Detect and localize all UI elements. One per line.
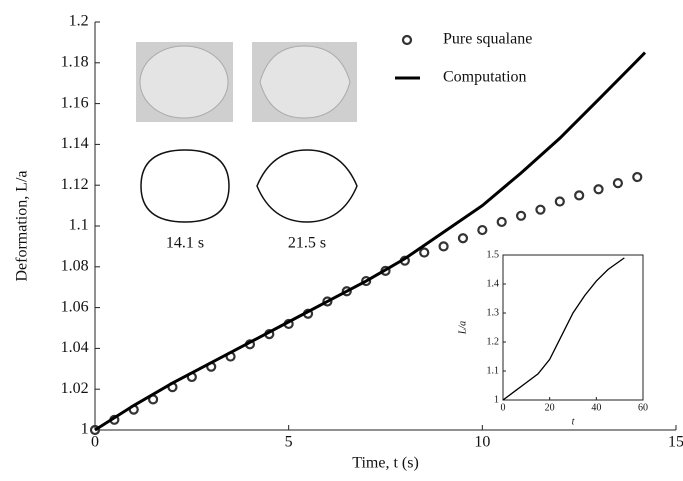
- x-tick-label: 10: [474, 433, 490, 450]
- y-tick-label: 1.2: [69, 13, 89, 30]
- x-tick-label: 60: [638, 402, 648, 413]
- y-axis-label: Deformation, L/a: [14, 170, 31, 281]
- x-axis-label: Time, t (s): [352, 454, 419, 471]
- data-point: [574, 190, 585, 201]
- y-tick-label: 1.2: [487, 336, 500, 347]
- y-axis-label: L/a: [457, 321, 468, 335]
- y-tick-label: 1.5: [487, 249, 500, 260]
- data-point: [612, 178, 624, 189]
- drop-outline: [256, 149, 358, 223]
- data-point: [593, 184, 604, 195]
- y-tick-label: 1.1: [69, 217, 89, 234]
- legend-label: Computation: [443, 69, 527, 86]
- y-tick-label: 1.18: [61, 53, 89, 70]
- photo-drop: [259, 45, 351, 119]
- y-tick-label: 1.02: [61, 380, 89, 397]
- y-tick-label: 1.1: [487, 365, 500, 376]
- data-point: [554, 196, 565, 207]
- y-tick-label: 1: [494, 394, 499, 405]
- annotation: 14.1 s: [166, 235, 204, 252]
- y-tick-label: 1.3: [487, 307, 500, 318]
- data-point: [89, 424, 101, 436]
- inset-chart: 0 20 40 60 1 1.1 1.2 1.3 1.4 1.5 t L/a: [457, 249, 648, 427]
- x-axis-label: t: [572, 416, 575, 427]
- x-tick-label: 15: [668, 433, 683, 450]
- x-tick-label: 0: [91, 433, 99, 450]
- x-tick-label: 20: [545, 402, 555, 413]
- data-point: [341, 286, 352, 297]
- legend-marker: [401, 34, 413, 46]
- photo-drop: [139, 45, 229, 119]
- data-point: [496, 216, 507, 228]
- y-tick-label: 1.06: [61, 298, 89, 315]
- data-point: [419, 247, 430, 258]
- annotation: 21.5 s: [288, 235, 326, 252]
- y-tick-label: 1.14: [61, 135, 89, 152]
- photos: 14.1 s 21.5 s: [136, 42, 358, 252]
- y-tick-label: 1.08: [61, 257, 89, 274]
- main-chart: 0 5 10 1511.021.041.061.081.11.121.141.161.…: [14, 13, 683, 472]
- data-line: [502, 257, 625, 401]
- y-tick-label: 1.4: [487, 278, 500, 289]
- data-point: [515, 210, 527, 221]
- data-point: [322, 296, 333, 307]
- inset-frame: [502, 254, 644, 401]
- data-point: [477, 224, 488, 236]
- data-line: [94, 51, 647, 432]
- y-tick-label: 1: [81, 421, 89, 438]
- data-point: [457, 233, 469, 244]
- legend-label: Pure squalane: [443, 31, 532, 48]
- data-point: [632, 171, 643, 183]
- x-tick-label: 5: [285, 433, 293, 450]
- drop-outline: [140, 149, 230, 223]
- y-tick-label: 1.12: [61, 176, 89, 193]
- x-tick-label: 40: [591, 402, 601, 413]
- data-point: [535, 204, 546, 215]
- x-tick-label: 0: [501, 402, 506, 413]
- y-tick-label: 1.16: [61, 94, 89, 111]
- data-point: [438, 241, 449, 252]
- y-tick-label: 1.04: [61, 339, 89, 356]
- data-point: [361, 275, 372, 287]
